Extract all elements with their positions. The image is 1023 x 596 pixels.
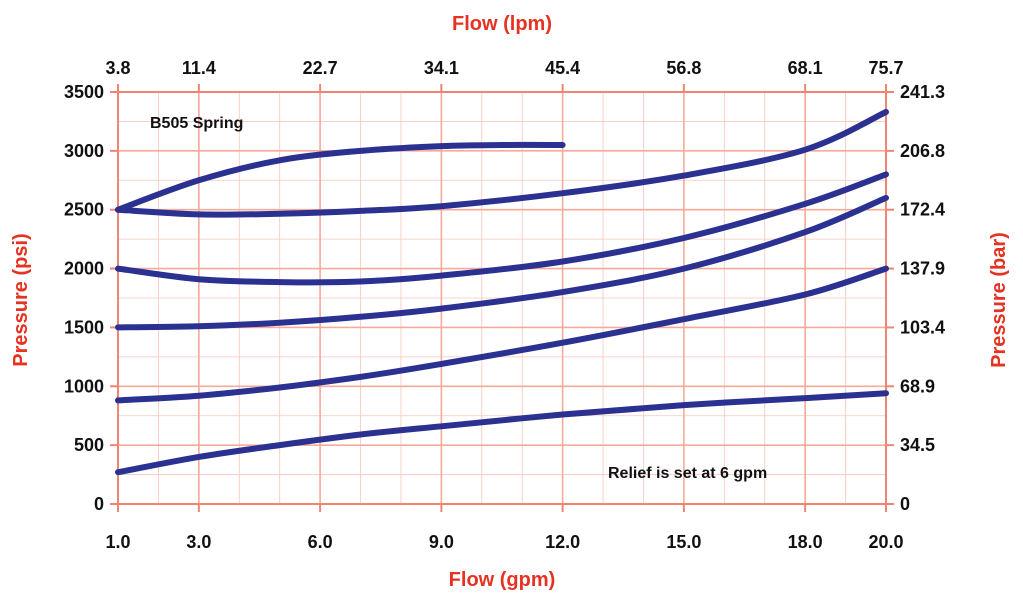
- x-tick-label-bottom: 6.0: [308, 532, 333, 552]
- x-axis-title-bottom: Flow (gpm): [449, 569, 556, 591]
- x-tick-label-top: 75.7: [868, 58, 903, 78]
- y-axis-title-right: Pressure (bar): [988, 232, 1010, 368]
- y-tick-label-left: 500: [74, 435, 104, 455]
- x-tick-label-bottom: 9.0: [429, 532, 454, 552]
- x-tick-label-bottom: 1.0: [105, 532, 130, 552]
- series-line-5: [115, 265, 889, 404]
- spring-annotation: B505 Spring: [150, 115, 243, 132]
- y-tick-label-right: 241.3: [900, 82, 945, 102]
- series-line-6: [115, 390, 889, 476]
- x-tick-label-top: 56.8: [666, 58, 701, 78]
- x-tick-label-top: 34.1: [424, 58, 459, 78]
- plot-frame: [110, 84, 894, 512]
- x-tick-label-top: 22.7: [303, 58, 338, 78]
- y-tick-label-left: 3000: [64, 141, 104, 161]
- series-lines: [115, 109, 889, 476]
- y-tick-label-left: 0: [94, 494, 104, 514]
- grid: [117, 91, 887, 505]
- x-tick-label-top: 3.8: [105, 58, 130, 78]
- y-tick-label-right: 206.8: [900, 141, 945, 161]
- y-tick-label-left: 1500: [64, 317, 104, 337]
- series-line-1: [115, 141, 566, 213]
- y-tick-label-right: 68.9: [900, 376, 935, 396]
- y-tick-label-right: 0: [900, 494, 910, 514]
- y-tick-label-right: 34.5: [900, 435, 935, 455]
- x-axis-title-top: Flow (lpm): [452, 13, 552, 35]
- y-tick-label-right: 172.4: [900, 200, 945, 220]
- x-tick-label-top: 11.4: [182, 58, 216, 78]
- series-line-3: [115, 171, 889, 286]
- relief-annotation: Relief is set at 6 gpm: [608, 465, 767, 482]
- x-tick-label-bottom: 3.0: [186, 532, 211, 552]
- y-tick-label-left: 3500: [64, 82, 104, 102]
- x-tick-label-bottom: 15.0: [666, 532, 701, 552]
- y-axis-title-left: Pressure (psi): [10, 233, 32, 366]
- plot-border: [117, 91, 887, 505]
- y-tick-label-right: 137.9: [900, 259, 945, 279]
- y-tick-label-left: 2000: [64, 259, 104, 279]
- series-line-2: [115, 109, 889, 218]
- y-tick-label-left: 1000: [64, 376, 104, 396]
- x-tick-label-bottom: 18.0: [788, 532, 823, 552]
- y-tick-label-left: 2500: [64, 200, 104, 220]
- tick-labels: 1.0 3.8 3.0 11.4 6.0 22.7 9.0 34.1 12.0 45.4 15.0 5…: [64, 58, 945, 552]
- y-tick-label-right: 103.4: [900, 317, 945, 337]
- x-tick-label-bottom: 12.0: [545, 532, 580, 552]
- x-tick-label-top: 45.4: [545, 58, 580, 78]
- x-tick-label-bottom: 20.0: [868, 532, 903, 552]
- series-line-4: [115, 194, 889, 331]
- x-tick-label-top: 68.1: [788, 58, 823, 78]
